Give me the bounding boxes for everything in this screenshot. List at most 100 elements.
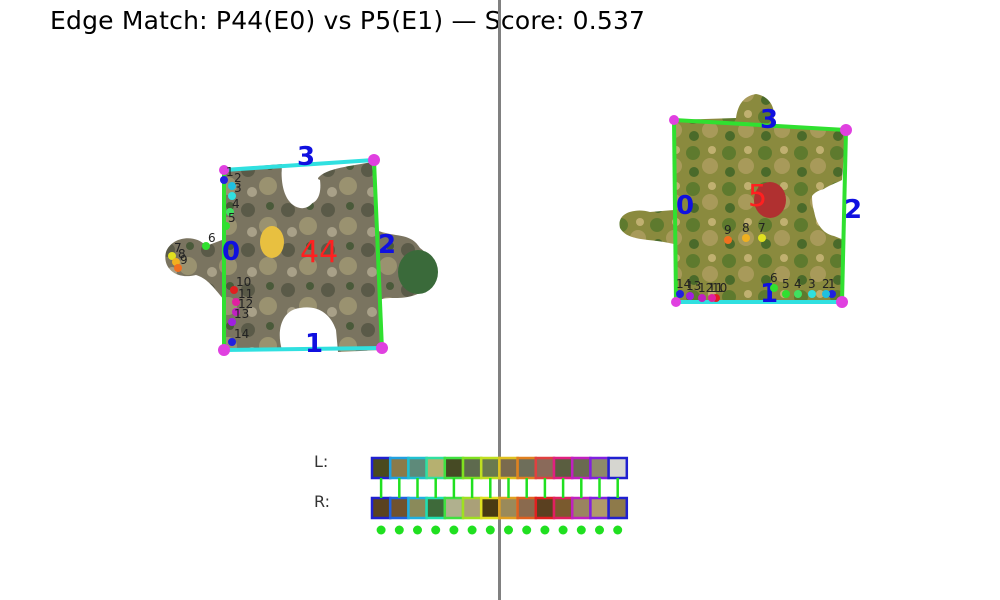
left-sample-point bbox=[228, 338, 236, 346]
right-sample-label: 4 bbox=[794, 277, 802, 291]
left-sample-point bbox=[228, 318, 236, 326]
right-sample-label: 6 bbox=[770, 271, 778, 285]
right-sample-label: 13 bbox=[686, 279, 701, 293]
right-sample-label: 11 bbox=[708, 281, 723, 295]
left-swatch bbox=[388, 456, 410, 480]
left-swatch bbox=[370, 456, 392, 480]
left-piece-id-label: 44 bbox=[300, 235, 338, 270]
left-sample-point bbox=[232, 308, 240, 316]
left-swatch bbox=[552, 456, 574, 480]
left-swatch bbox=[570, 456, 592, 480]
left-sample-label: 6 bbox=[208, 231, 216, 245]
match-indicator-dot bbox=[449, 525, 459, 535]
left-flower-detail bbox=[260, 226, 284, 258]
right-piece: 0 1 2 3 5 bbox=[619, 94, 862, 309]
right-swatch bbox=[552, 496, 574, 520]
left-sample-label: 13 bbox=[234, 307, 249, 321]
right-sample-point bbox=[724, 236, 732, 244]
right-swatch bbox=[570, 496, 592, 520]
left-sample-label: 11 bbox=[238, 287, 253, 301]
left-sample-point bbox=[174, 264, 182, 272]
left-swatch-label: L: bbox=[314, 452, 329, 471]
right-sample-point bbox=[828, 290, 836, 298]
right-swatch bbox=[370, 496, 392, 520]
page-title: Edge Match: P44(E0) vs P5(E1) — Score: 0… bbox=[50, 6, 646, 35]
right-sample-label: 9 bbox=[724, 223, 732, 237]
right-sample-label: 1 bbox=[828, 277, 836, 291]
match-indicator-dot bbox=[558, 525, 568, 535]
left-swatch bbox=[425, 456, 447, 480]
left-sample-label: 5 bbox=[228, 211, 236, 225]
right-sample-label: 8 bbox=[742, 221, 750, 235]
left-edge-2 bbox=[372, 159, 384, 351]
match-indicator-dot bbox=[485, 525, 495, 535]
right-sample-label: 7 bbox=[758, 221, 766, 235]
left-piece: 0 1 2 3 44 bbox=[165, 142, 438, 359]
left-sample-label: 10 bbox=[236, 275, 251, 289]
right-edge-3 bbox=[673, 118, 847, 132]
left-sample-label: 9 bbox=[180, 253, 188, 267]
right-sample-point bbox=[698, 294, 706, 302]
left-sample-label: 4 bbox=[232, 197, 240, 211]
right-swatch bbox=[607, 496, 629, 520]
right-sample-point bbox=[822, 290, 830, 298]
left-swatch bbox=[443, 456, 465, 480]
left-sample-point bbox=[168, 252, 176, 260]
right-corner bbox=[836, 296, 848, 308]
left-swatch bbox=[607, 456, 629, 480]
left-sample-point bbox=[230, 286, 238, 294]
match-indicator-dot bbox=[613, 525, 623, 535]
right-sample-point bbox=[758, 234, 766, 242]
left-edge-1 bbox=[223, 346, 383, 352]
right-edge-label-3: 3 bbox=[760, 105, 778, 135]
swatch-comparison bbox=[370, 456, 629, 535]
left-edge-3 bbox=[223, 158, 375, 172]
left-sample-label: 12 bbox=[238, 297, 253, 311]
match-indicator-dot bbox=[467, 525, 477, 535]
right-sample-point bbox=[676, 290, 684, 298]
right-swatch bbox=[589, 496, 610, 520]
right-sample-label: 14 bbox=[676, 277, 691, 291]
left-notch-top bbox=[286, 164, 321, 205]
right-sample-point bbox=[742, 234, 750, 242]
right-piece-id-label: 5 bbox=[748, 179, 767, 214]
left-swatch bbox=[589, 456, 610, 480]
right-swatch bbox=[498, 496, 519, 520]
match-indicator-dot bbox=[576, 525, 586, 535]
center-divider bbox=[498, 0, 501, 600]
right-swatch bbox=[516, 496, 538, 520]
left-edge-label-0: 0 bbox=[222, 237, 240, 267]
match-indicator-dot bbox=[394, 525, 404, 535]
right-swatch bbox=[407, 496, 428, 520]
left-corner bbox=[368, 154, 380, 166]
right-corner bbox=[669, 115, 679, 125]
right-sample-label: 2 bbox=[822, 277, 830, 291]
right-sample-point bbox=[770, 284, 778, 292]
left-swatch bbox=[534, 456, 556, 480]
left-swatch bbox=[461, 456, 483, 480]
right-swatch bbox=[534, 496, 556, 520]
left-swatch bbox=[407, 456, 428, 480]
right-sample-point bbox=[782, 290, 790, 298]
left-sample-label: 2 bbox=[234, 171, 242, 185]
right-corner bbox=[840, 124, 852, 136]
left-sample-label: 1 bbox=[226, 165, 234, 179]
match-indicator-dot bbox=[413, 525, 422, 535]
match-indicator-dot bbox=[595, 525, 604, 535]
right-edge-0 bbox=[672, 119, 678, 303]
right-sample-point bbox=[686, 292, 694, 300]
left-sample-point bbox=[228, 192, 236, 200]
right-edge-label-0: 0 bbox=[676, 191, 694, 221]
left-corner bbox=[218, 344, 230, 356]
right-swatch bbox=[388, 496, 410, 520]
match-indicator-dot bbox=[376, 525, 386, 535]
left-edge-label-1: 1 bbox=[305, 329, 323, 359]
right-sample-point bbox=[708, 294, 716, 302]
right-sample-label: 10 bbox=[712, 281, 727, 295]
left-sample-label: 14 bbox=[234, 327, 249, 341]
left-corner bbox=[219, 165, 229, 175]
left-sample-label: 3 bbox=[234, 181, 242, 195]
right-swatch-label: R: bbox=[314, 492, 331, 511]
